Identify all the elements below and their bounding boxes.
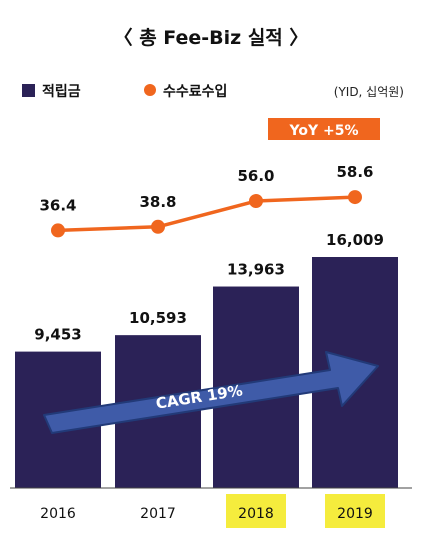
bar-value-label-2018: 13,963 [227, 261, 285, 279]
fee-income-point-2019 [348, 190, 362, 205]
x-tick-label-2019: 2019 [337, 506, 373, 522]
legend-swatch-line [144, 84, 156, 96]
chart-title: 〈 총 Fee-Biz 실적 〉 [114, 26, 309, 49]
cagr-arrow-shape [43, 351, 379, 434]
unit-note: (YID, 십억원) [334, 85, 404, 99]
yoy-badge-label: YoY +5% [289, 123, 359, 139]
yoy-badge: YoY +5% [268, 118, 380, 140]
fee-income-point-2018 [249, 194, 263, 208]
fee-income-label-2018: 56.0 [237, 167, 274, 185]
x-tick-label-2016: 2016 [40, 506, 76, 522]
fee-income-label-2017: 38.8 [139, 193, 176, 211]
year-highlight-2018 [226, 494, 286, 528]
yoy-badge-box [268, 118, 380, 140]
legend-label-bars: 적립금 [42, 83, 81, 100]
x-tick-label-2017: 2017 [140, 506, 176, 522]
fee-income-label-2016: 36.4 [39, 196, 76, 214]
legend: 적립금 수수료수입 (YID, 십억원) [22, 83, 404, 100]
fee-income-point-2016 [51, 223, 65, 238]
x-tick-label-2018: 2018 [238, 506, 274, 522]
cagr-arrow: CAGR 19% [43, 351, 379, 434]
legend-label-line: 수수료수입 [163, 84, 227, 100]
bar-value-label-2017: 10,593 [129, 309, 187, 327]
legend-swatch-bars [22, 84, 35, 97]
fee-income-label-2019: 58.6 [336, 163, 373, 181]
bar-value-label-2016: 9,453 [34, 326, 81, 344]
fee-income-point-2017 [151, 219, 165, 234]
fee-income-line [57, 195, 356, 233]
bar-value-label-2019: 16,009 [326, 231, 384, 249]
year-highlight-2019 [325, 494, 385, 528]
